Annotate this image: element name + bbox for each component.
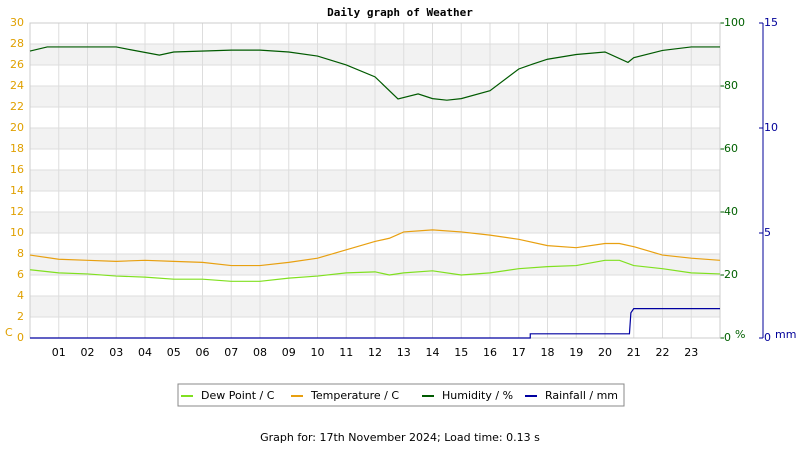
legend-label: Humidity / % bbox=[442, 389, 513, 402]
x-tick-label: 02 bbox=[81, 346, 95, 359]
y-tick-label: 2 bbox=[17, 310, 24, 323]
y-tick-label: 24 bbox=[10, 79, 24, 92]
x-tick-label: 18 bbox=[541, 346, 555, 359]
chart-title: Daily graph of Weather bbox=[327, 6, 473, 19]
y3-tick-label: 0 bbox=[764, 331, 771, 344]
x-tick-label: 22 bbox=[656, 346, 670, 359]
y2-tick-label: 20 bbox=[724, 268, 738, 281]
x-tick-label: 20 bbox=[598, 346, 612, 359]
x-tick-label: 06 bbox=[196, 346, 210, 359]
series-line bbox=[30, 308, 720, 339]
y-tick-label: 28 bbox=[10, 37, 24, 50]
y2-tick-label: 60 bbox=[724, 142, 738, 155]
y-tick-label: 8 bbox=[17, 247, 24, 260]
x-tick-label: 08 bbox=[253, 346, 267, 359]
x-tick-label: 07 bbox=[224, 346, 238, 359]
y-tick-label: 16 bbox=[10, 163, 24, 176]
y-tick-label: 0 bbox=[17, 331, 24, 344]
legend-label: Temperature / C bbox=[310, 389, 399, 402]
legend-label: Rainfall / mm bbox=[545, 389, 618, 402]
x-tick-label: 01 bbox=[52, 346, 66, 359]
y-tick-label: 26 bbox=[10, 58, 24, 71]
y2-tick-label: 80 bbox=[724, 79, 738, 92]
y3-tick-label: 10 bbox=[764, 121, 778, 134]
x-tick-label: 17 bbox=[512, 346, 526, 359]
x-tick-label: 21 bbox=[627, 346, 641, 359]
x-tick-label: 23 bbox=[684, 346, 698, 359]
y2-tick-label: 40 bbox=[724, 205, 738, 218]
x-tick-label: 19 bbox=[569, 346, 583, 359]
x-tick-label: 10 bbox=[311, 346, 325, 359]
x-tick-label: 12 bbox=[368, 346, 382, 359]
y2-axis-label: % bbox=[735, 328, 745, 341]
y2-tick-label: 100 bbox=[724, 16, 745, 29]
y-tick-label: 14 bbox=[10, 184, 24, 197]
y3-axis-label: mm bbox=[775, 328, 796, 341]
x-tick-label: 14 bbox=[426, 346, 440, 359]
y3-tick-label: 5 bbox=[764, 226, 771, 239]
y-axis-label: C bbox=[5, 326, 13, 339]
y-tick-label: 12 bbox=[10, 205, 24, 218]
y-tick-label: 30 bbox=[10, 16, 24, 29]
y-tick-label: 20 bbox=[10, 121, 24, 134]
x-tick-label: 03 bbox=[109, 346, 123, 359]
legend-label: Dew Point / C bbox=[201, 389, 275, 402]
y3-tick-label: 15 bbox=[764, 16, 778, 29]
series-line bbox=[29, 259, 721, 282]
x-tick-label: 05 bbox=[167, 346, 181, 359]
x-tick-label: 13 bbox=[397, 346, 411, 359]
series-line bbox=[29, 229, 721, 267]
y-tick-label: 10 bbox=[10, 226, 24, 239]
x-tick-label: 04 bbox=[138, 346, 152, 359]
y-tick-label: 18 bbox=[10, 142, 24, 155]
series-line bbox=[29, 46, 720, 101]
footer: Graph for: 17th November 2024; Load time… bbox=[260, 431, 540, 444]
y-tick-label: 22 bbox=[10, 100, 24, 113]
x-tick-label: 11 bbox=[339, 346, 353, 359]
y-tick-label: 6 bbox=[17, 268, 24, 281]
y-tick-label: 4 bbox=[17, 289, 24, 302]
x-tick-label: 09 bbox=[282, 346, 296, 359]
x-tick-label: 15 bbox=[454, 346, 468, 359]
y2-tick-label: 0 bbox=[724, 331, 731, 344]
x-tick-label: 16 bbox=[483, 346, 497, 359]
legend-box bbox=[177, 383, 625, 407]
